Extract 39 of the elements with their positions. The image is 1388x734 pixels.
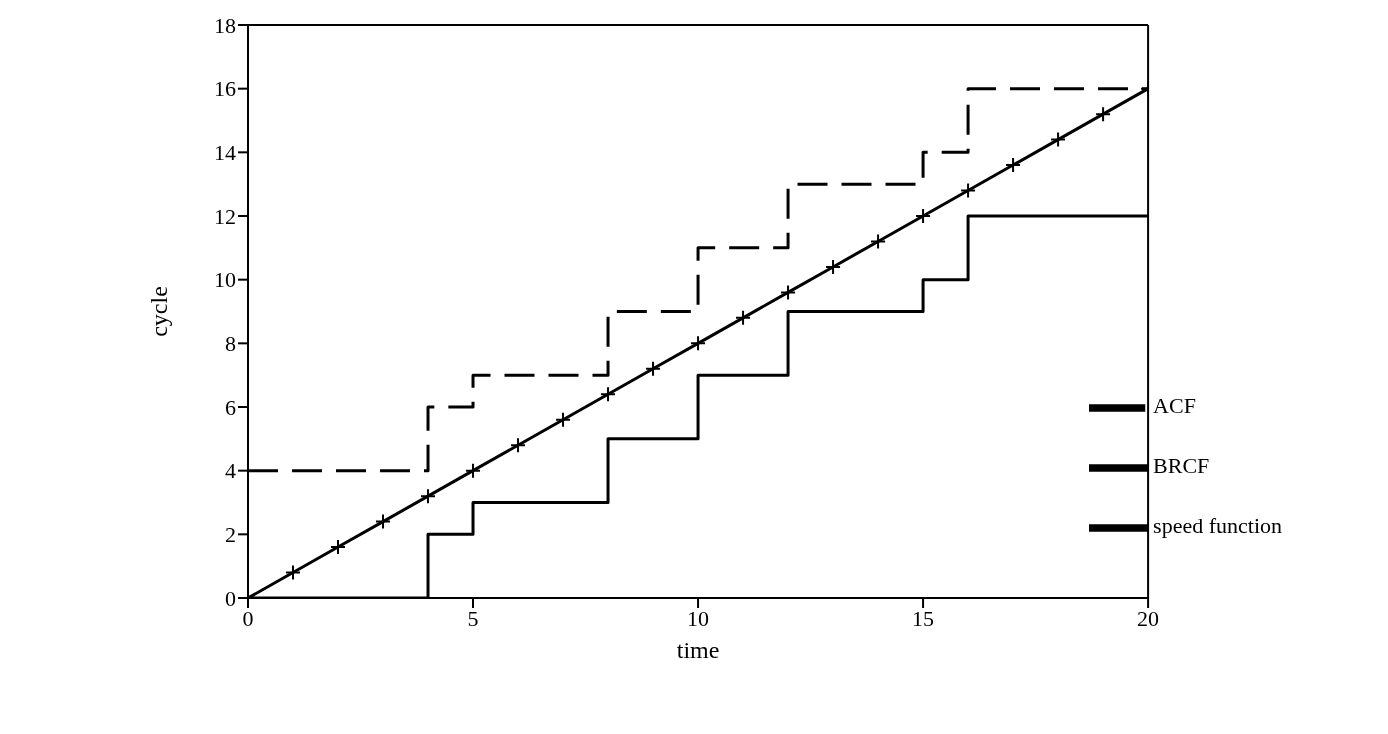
point (510, 437, 527, 454)
x-tick-label: 10 (687, 605, 710, 631)
y-tick-label: 6 (225, 394, 236, 420)
point (420, 488, 437, 505)
y-tick-label: 2 (225, 522, 236, 548)
y-tick-label: 4 (225, 458, 236, 484)
x-axis-title: time (676, 637, 720, 663)
point (1095, 106, 1112, 123)
y-tick-label: 0 (225, 585, 236, 611)
y-tick-label: 16 (214, 76, 236, 102)
legend-label: BRCF (1153, 453, 1210, 479)
point (330, 539, 347, 556)
x-tick-label: 20 (1137, 605, 1160, 631)
point (825, 258, 842, 275)
legend-label: ACF (1153, 393, 1196, 419)
point (960, 182, 977, 199)
point (690, 335, 707, 352)
x-tick-label: 0 (242, 605, 254, 631)
y-tick-label: 8 (225, 331, 236, 357)
point (1005, 157, 1022, 174)
y-tick-label: 10 (214, 267, 236, 293)
legend-label: speed function (1153, 513, 1282, 539)
point (375, 513, 392, 530)
point (555, 411, 572, 428)
point (870, 233, 887, 250)
point (735, 309, 752, 326)
point (285, 564, 301, 581)
y-tick-label: 14 (214, 140, 236, 166)
point (915, 208, 932, 224)
point (645, 360, 662, 377)
point (465, 462, 482, 479)
y-axis-title: cycle (145, 286, 172, 337)
point (1050, 131, 1067, 148)
point (600, 386, 617, 403)
point (780, 284, 797, 301)
x-tick-label: 5 (467, 605, 479, 631)
x-tick-label: 15 (912, 605, 935, 631)
y-tick-label: 18 (214, 12, 236, 38)
y-tick-label: 12 (214, 203, 236, 229)
